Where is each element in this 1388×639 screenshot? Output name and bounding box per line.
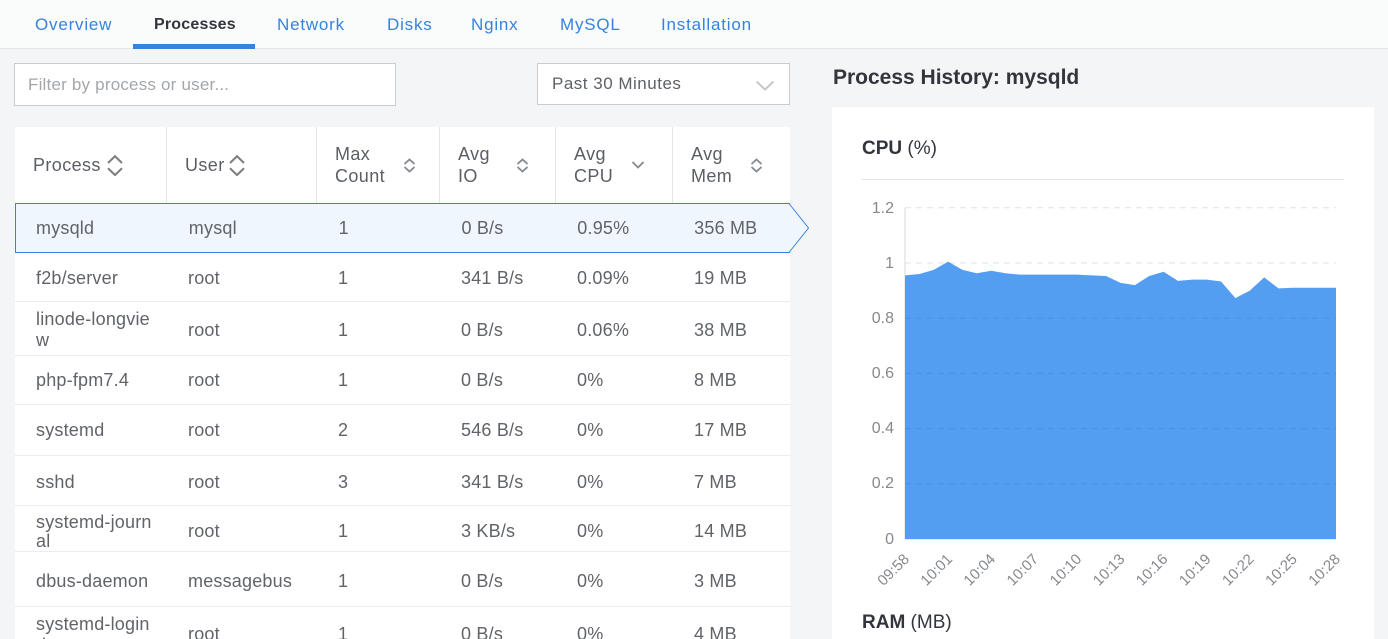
svg-text:10:28: 10:28: [1305, 551, 1344, 590]
svg-text:10:07: 10:07: [1004, 551, 1043, 590]
svg-text:09:58: 09:58: [874, 551, 913, 590]
svg-text:0.4: 0.4: [872, 420, 894, 437]
svg-text:0.6: 0.6: [872, 365, 894, 382]
svg-text:0: 0: [885, 531, 894, 548]
svg-text:0.2: 0.2: [872, 475, 894, 492]
svg-text:10:04: 10:04: [960, 551, 999, 590]
svg-text:1.2: 1.2: [872, 200, 894, 217]
svg-text:10:22: 10:22: [1219, 551, 1258, 590]
svg-text:10:16: 10:16: [1133, 551, 1172, 590]
svg-text:0.8: 0.8: [872, 310, 894, 327]
svg-text:10:19: 10:19: [1176, 551, 1215, 590]
svg-text:10:10: 10:10: [1047, 551, 1086, 590]
svg-text:10:25: 10:25: [1262, 551, 1301, 590]
svg-text:10:13: 10:13: [1090, 551, 1129, 590]
svg-text:10:01: 10:01: [917, 551, 956, 590]
svg-text:1: 1: [885, 255, 894, 272]
